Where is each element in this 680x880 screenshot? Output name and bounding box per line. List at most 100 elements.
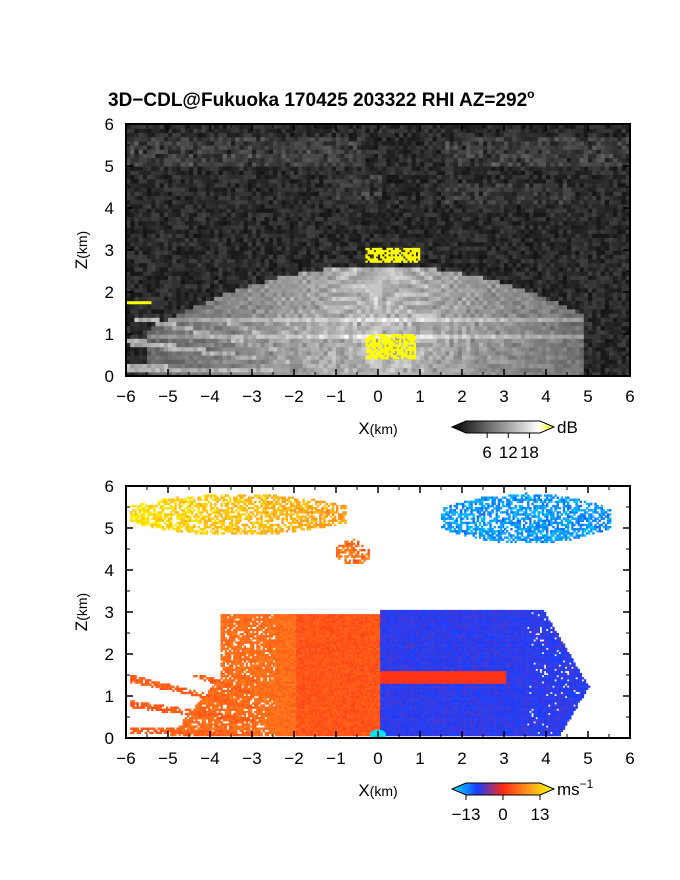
backscatter-cell <box>239 367 245 373</box>
backscatter-cell <box>243 262 249 268</box>
backscatter-cell <box>529 216 534 222</box>
backscatter-cell <box>189 220 194 226</box>
backscatter-cell <box>344 212 350 217</box>
backscatter-cell <box>449 317 455 322</box>
backscatter-cell <box>264 271 270 276</box>
backscatter-cell <box>445 203 450 209</box>
backscatter-cell <box>407 359 413 364</box>
backscatter-cell <box>126 363 131 369</box>
backscatter-cell <box>214 258 219 264</box>
backscatter-cell <box>289 338 295 343</box>
backscatter-cell <box>369 300 375 306</box>
backscatter-cell <box>289 220 295 226</box>
backscatter-cell <box>235 233 240 238</box>
backscatter-cell <box>210 367 215 373</box>
backscatter-cell <box>222 342 228 348</box>
backscatter-cell <box>344 241 350 247</box>
backscatter-cell <box>331 304 337 310</box>
backscatter-cell <box>252 275 257 280</box>
backscatter-cell <box>525 355 530 360</box>
backscatter-cell <box>537 342 543 348</box>
backscatter-cell <box>386 321 392 327</box>
backscatter-cell <box>600 355 606 360</box>
backscatter-cell <box>541 292 547 297</box>
backscatter-cell <box>126 224 131 230</box>
backscatter-cell <box>604 346 610 352</box>
backscatter-cell <box>226 275 232 280</box>
backscatter-cell <box>327 300 333 306</box>
backscatter-cell <box>361 317 366 322</box>
backscatter-cell <box>508 220 513 226</box>
backscatter-cell <box>357 346 362 352</box>
backscatter-cell <box>239 271 245 276</box>
backscatter-cell <box>159 296 165 301</box>
backscatter-cell <box>596 258 602 264</box>
backscatter-cell <box>378 292 383 297</box>
backscatter-cell <box>483 275 488 280</box>
backscatter-cell <box>415 367 421 373</box>
backscatter-cell <box>231 212 236 217</box>
backscatter-cell <box>365 367 371 373</box>
backscatter-cell <box>222 212 228 217</box>
backscatter-cell <box>176 275 182 280</box>
backscatter-cell <box>163 304 169 310</box>
backscatter-cell <box>218 334 224 339</box>
backscatter-cell <box>151 292 156 297</box>
backscatter-cell <box>390 220 396 226</box>
backscatter-cell <box>184 208 190 213</box>
backscatter-cell <box>588 233 593 238</box>
backscatter-cell <box>147 229 152 234</box>
backscatter-cell <box>600 208 606 213</box>
backscatter-cell <box>264 321 270 327</box>
backscatter-cell <box>369 308 375 314</box>
backscatter-cell <box>373 216 379 222</box>
backscatter-cell <box>525 346 530 352</box>
backscatter-cell <box>508 359 513 364</box>
backscatter-cell <box>172 224 177 230</box>
backscatter-cell <box>613 334 618 339</box>
backscatter-cell <box>588 283 593 289</box>
backscatter-cell <box>239 371 245 376</box>
backscatter-cell <box>415 266 421 272</box>
backscatter-cell <box>453 233 459 238</box>
backscatter-cell <box>138 363 144 369</box>
backscatter-cell <box>411 338 417 343</box>
backscatter-cell <box>243 292 249 297</box>
backscatter-cell <box>378 325 383 331</box>
backscatter-cell <box>210 313 215 318</box>
backscatter-cell <box>462 342 467 348</box>
backscatter-cell <box>424 208 429 213</box>
backscatter-cell <box>415 317 421 322</box>
backscatter-cell <box>411 300 417 306</box>
backscatter-cell <box>268 275 274 280</box>
backscatter-cell <box>205 216 211 222</box>
backscatter-cell <box>323 220 329 226</box>
backscatter-cell <box>348 254 354 259</box>
backscatter-cell <box>126 350 131 356</box>
backscatter-cell <box>554 292 560 297</box>
backscatter-cell <box>508 216 513 222</box>
backscatter-cell <box>411 212 417 217</box>
backscatter-cell <box>277 313 282 318</box>
backscatter-cell <box>218 287 224 293</box>
backscatter-cell <box>180 296 186 301</box>
backscatter-cell <box>474 275 480 280</box>
backscatter-cell <box>579 220 585 226</box>
backscatter-cell <box>592 300 597 306</box>
backscatter-cell <box>554 266 560 272</box>
backscatter-cell <box>302 283 308 289</box>
backscatter-cell <box>260 208 266 213</box>
backscatter-cell <box>386 279 392 285</box>
backscatter-cell <box>189 258 194 264</box>
backscatter-cell <box>298 271 303 276</box>
backscatter-cell <box>424 296 429 301</box>
backscatter-cell <box>386 287 392 293</box>
backscatter-cell <box>126 308 131 314</box>
backscatter-cell <box>151 342 156 348</box>
backscatter-cell <box>138 258 144 264</box>
backscatter-cell <box>529 300 534 306</box>
backscatter-cell <box>214 262 219 268</box>
backscatter-cell <box>210 279 215 285</box>
backscatter-cell <box>436 208 442 213</box>
backscatter-cell <box>378 321 383 327</box>
